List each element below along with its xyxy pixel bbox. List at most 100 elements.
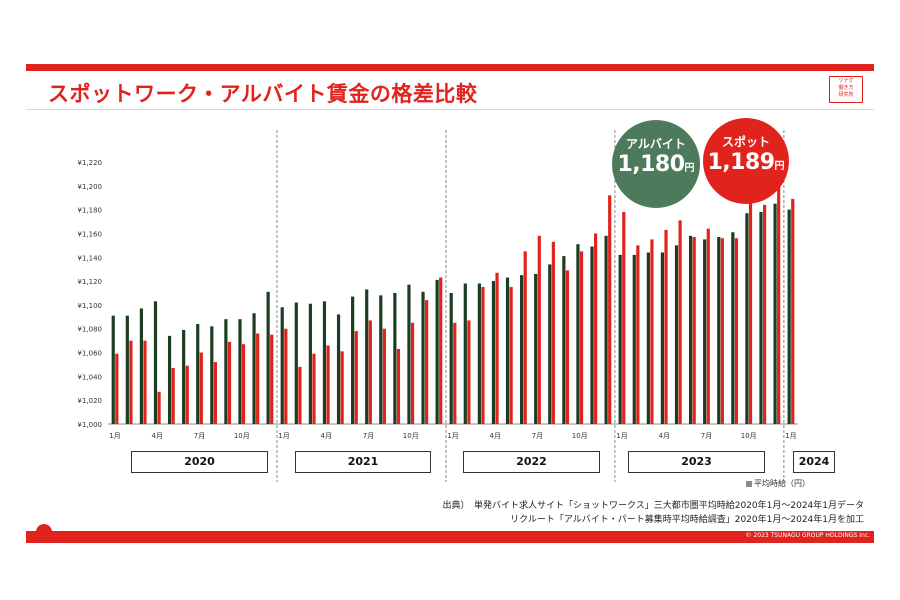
y-tick-label: ¥1,160 — [78, 230, 103, 238]
y-tick-label: ¥1,200 — [78, 183, 103, 191]
bottom-accent-bar — [26, 531, 874, 543]
bar-spot — [157, 391, 161, 424]
source-line-1: 出典） 単発バイト求人サイト「ショットワークス」三大都市圏平均時給2020年1月… — [442, 501, 865, 511]
y-tick-label: ¥1,180 — [78, 207, 103, 215]
bar-spot — [425, 300, 429, 424]
bar-spot — [692, 237, 696, 424]
x-tick-label: 7月 — [532, 432, 543, 440]
bar-baito — [548, 264, 552, 424]
bar-baito — [294, 302, 298, 424]
callout-spot-value: 1,189 — [707, 150, 775, 175]
bar-spot — [185, 365, 189, 424]
bar-baito — [646, 252, 650, 424]
bar-spot — [565, 270, 570, 424]
bar-baito — [210, 326, 214, 424]
x-tick-label: 4月 — [658, 432, 669, 440]
bar-spot — [171, 368, 175, 424]
bar-spot — [734, 238, 739, 424]
title-divider — [26, 109, 874, 110]
bar-baito — [632, 254, 636, 424]
source-line-2: リクルート「アルバイト・パート募集時平均時給調査」2020年1月～2024年1月… — [510, 515, 864, 525]
year-label-2021: 2021 — [295, 451, 431, 473]
bar-spot — [213, 362, 218, 424]
source-note: 出典） 単発バイト求人サイト「ショットワークス」三大都市圏平均時給2020年1月… — [443, 499, 865, 527]
bar-baito — [660, 252, 665, 424]
bar-spot — [706, 228, 710, 424]
x-tick-label: 1月 — [616, 432, 627, 440]
x-tick-label: 7月 — [363, 432, 374, 440]
callout-baito-unit: 円 — [684, 163, 695, 174]
bar-spot — [594, 233, 598, 424]
bar-spot — [439, 277, 443, 424]
x-tick-label: 1月 — [109, 432, 120, 440]
callout-baito-label: アルバイト — [626, 137, 686, 151]
bar-baito — [703, 239, 707, 424]
bar-baito — [407, 284, 411, 424]
bar-baito — [182, 329, 186, 424]
bar-spot — [284, 328, 288, 424]
bar-baito — [604, 235, 608, 424]
bar-baito — [238, 319, 242, 424]
bar-baito — [520, 275, 524, 424]
x-tick-label: 4月 — [152, 432, 163, 440]
bar-spot — [664, 229, 668, 424]
bar-spot — [115, 353, 119, 424]
callout-spot: スポット 1,189円 — [703, 118, 789, 204]
bar-spot — [241, 344, 246, 424]
bar-baito — [590, 246, 594, 424]
bar-spot — [340, 351, 344, 424]
y-tick-label: ¥1,080 — [78, 326, 103, 334]
x-tick-label: 1月 — [785, 432, 796, 440]
legend-swatch — [746, 480, 752, 487]
y-tick-label: ¥1,140 — [78, 254, 103, 262]
year-label-2022: 2022 — [463, 451, 600, 473]
y-tick-label: ¥1,060 — [78, 350, 103, 358]
bar-spot — [579, 251, 584, 424]
x-tick-label: 4月 — [490, 432, 501, 440]
x-tick-label: 10月 — [741, 432, 757, 440]
bar-spot — [678, 220, 682, 424]
bar-baito — [759, 212, 763, 424]
y-tick-label: ¥1,120 — [78, 278, 103, 286]
callout-baito: アルバイト 1,180円 — [612, 120, 700, 208]
bar-baito — [252, 313, 256, 424]
bar-baito — [576, 244, 580, 424]
bar-baito — [351, 296, 355, 424]
bar-baito — [449, 293, 453, 424]
brand-logo: ツナグ 働き方 研究所 — [829, 76, 863, 103]
bar-spot — [551, 241, 555, 424]
bar-spot — [791, 198, 795, 424]
bar-baito — [280, 307, 284, 424]
y-tick-label: ¥1,100 — [78, 302, 103, 310]
copyright-text: © 2023 TSUNAGU GROUP HOLDINGS Inc. — [745, 532, 870, 539]
bar-spot — [298, 366, 302, 424]
bar-spot — [608, 195, 612, 424]
bar-baito — [266, 291, 270, 424]
bar-spot — [326, 345, 330, 424]
bar-spot — [129, 340, 133, 424]
bar-spot — [748, 189, 753, 424]
bar-spot — [143, 340, 147, 424]
bar-spot — [453, 322, 457, 424]
bar-spot — [636, 245, 640, 424]
bar-baito — [618, 254, 622, 424]
bar-spot — [650, 239, 654, 424]
bar-baito — [674, 245, 679, 424]
bar-spot — [368, 320, 372, 424]
year-label-2024: 2024 — [793, 451, 835, 473]
bar-baito — [745, 213, 749, 424]
bar-spot — [396, 348, 401, 424]
bar-baito — [491, 281, 496, 424]
bar-spot — [354, 331, 358, 424]
bar-baito — [534, 273, 538, 424]
bar-spot — [256, 333, 260, 424]
bar-baito — [167, 335, 172, 424]
bar-spot — [762, 204, 767, 424]
legend: 平均時給（円） — [746, 478, 810, 489]
year-label-2020: 2020 — [131, 451, 268, 473]
bar-spot — [537, 235, 541, 424]
bar-baito — [731, 232, 735, 424]
x-tick-label: 1月 — [447, 432, 458, 440]
